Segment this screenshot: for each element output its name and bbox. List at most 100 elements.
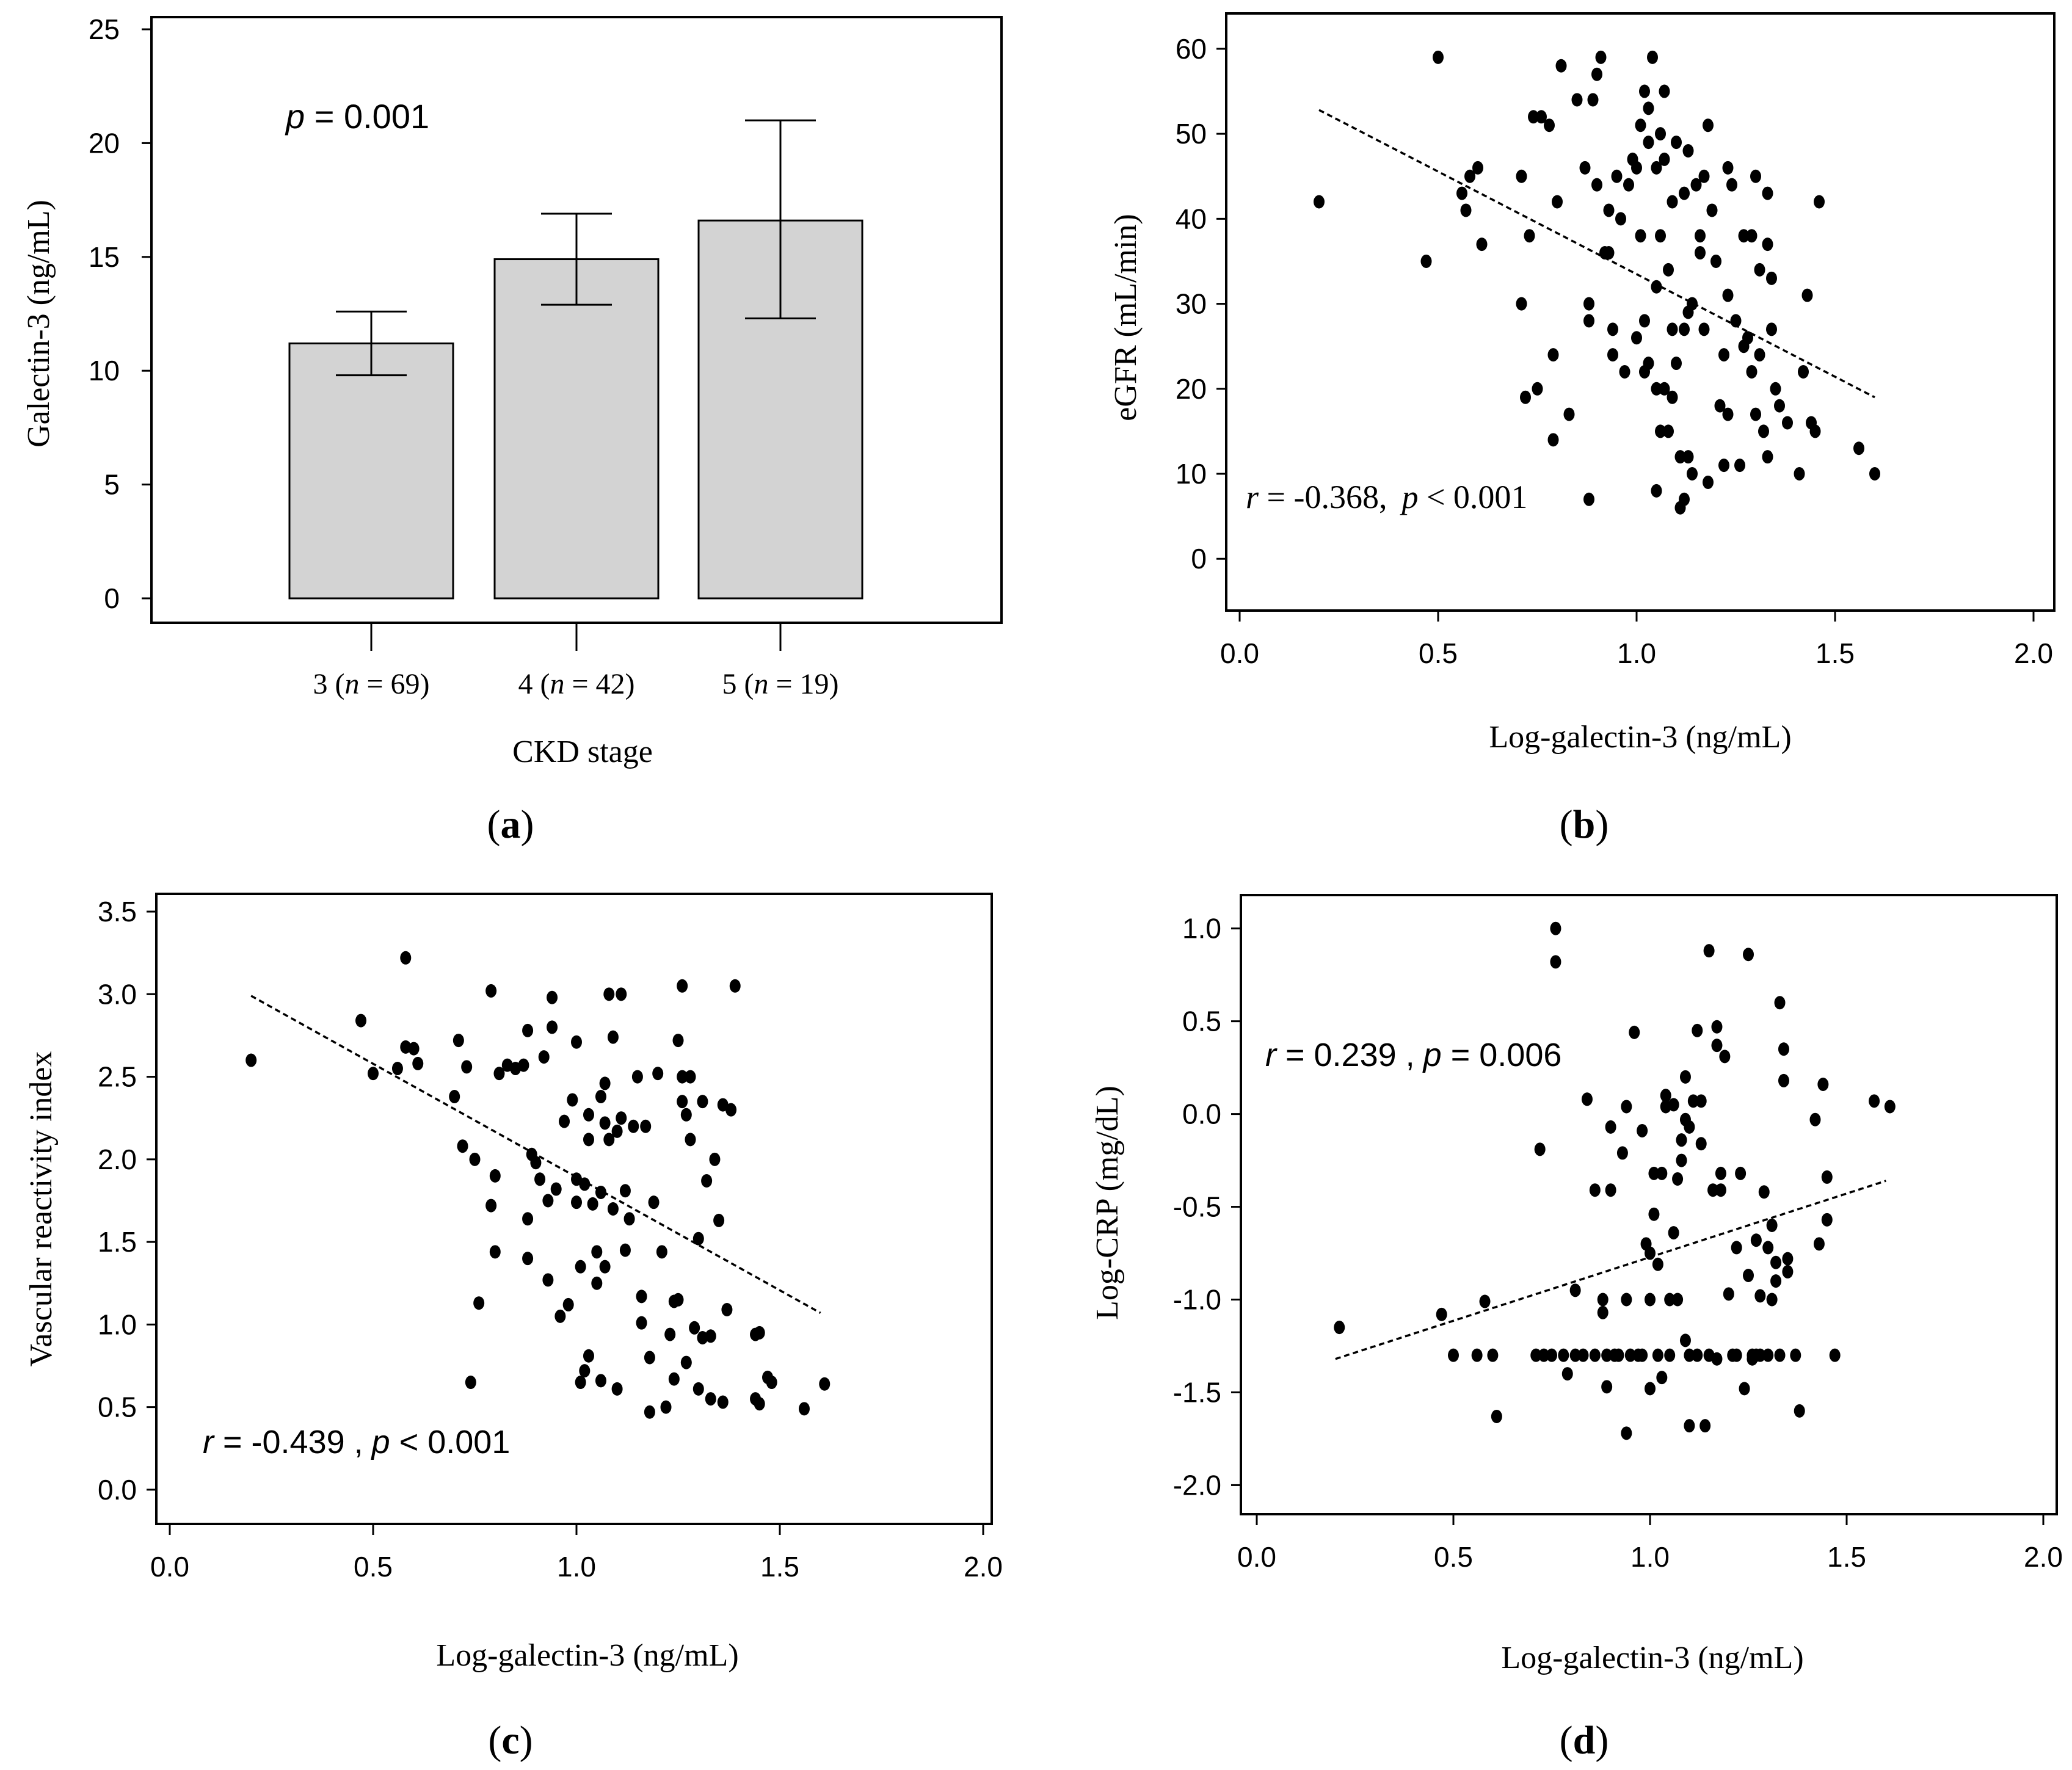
y-tick-label-a: 0 — [104, 582, 120, 614]
y-tick-label: -0.5 — [1173, 1191, 1221, 1223]
data-point — [1651, 382, 1662, 396]
p-value-annotation-a: p = 0.001 — [285, 97, 429, 136]
x-tick-label: 0.5 — [1434, 1541, 1473, 1573]
data-point — [1719, 1050, 1731, 1064]
x-tick-label: 1.5 — [1816, 637, 1855, 669]
data-point — [721, 1303, 733, 1317]
data-point — [1762, 450, 1773, 464]
bar-stage-3 — [288, 342, 454, 600]
data-point — [644, 1351, 655, 1365]
data-point — [1643, 101, 1654, 115]
data-point — [567, 1093, 578, 1107]
data-point — [1679, 322, 1690, 336]
y-tick-label: 3.5 — [98, 896, 137, 927]
x-tick-label: 1.5 — [1827, 1541, 1866, 1573]
data-point — [1605, 1120, 1616, 1134]
data-point — [1655, 229, 1666, 243]
data-point — [1672, 1172, 1684, 1186]
data-point — [583, 1349, 594, 1363]
data-point — [1547, 433, 1559, 447]
data-point — [717, 1098, 729, 1112]
data-point — [1684, 1348, 1695, 1362]
y-tick-label: 0.5 — [1182, 1006, 1221, 1037]
data-point — [1558, 1348, 1569, 1362]
data-point — [1778, 1073, 1789, 1087]
data-point — [1595, 50, 1607, 64]
data-point — [1742, 331, 1753, 345]
data-point — [1621, 1100, 1632, 1114]
data-point — [1798, 365, 1809, 379]
data-point — [1645, 1293, 1656, 1307]
data-point — [1723, 1287, 1734, 1301]
data-point — [595, 1090, 606, 1104]
data-point — [672, 1293, 684, 1307]
data-point — [1711, 1020, 1723, 1034]
data-point — [1643, 136, 1654, 150]
data-point — [616, 1111, 627, 1125]
data-point — [1597, 1305, 1609, 1319]
data-point — [717, 1395, 729, 1409]
data-point — [489, 1245, 501, 1259]
y-tick-label: -1.0 — [1173, 1284, 1221, 1316]
y-axis-label-a: Galectin-3 (ng/mL) — [21, 200, 56, 448]
y-tick-label: 1.0 — [1182, 913, 1221, 945]
data-point — [1687, 1094, 1699, 1108]
data-point — [457, 1139, 468, 1153]
data-point — [587, 1197, 598, 1211]
data-point — [1682, 450, 1694, 464]
data-point — [640, 1119, 652, 1133]
data-point — [1516, 297, 1527, 311]
data-point — [1583, 297, 1594, 311]
data-point — [619, 1184, 631, 1198]
data-point — [680, 1355, 692, 1369]
data-point — [559, 1114, 570, 1128]
y-tick-label: 2.0 — [98, 1144, 137, 1175]
data-point — [692, 1231, 704, 1246]
plot-frame-d — [1240, 894, 2058, 1515]
data-point — [1591, 178, 1602, 192]
y-tick-label: 1.0 — [98, 1308, 137, 1340]
data-point — [1613, 1348, 1624, 1362]
data-point — [1663, 424, 1674, 438]
data-point — [677, 1070, 688, 1084]
data-point — [1809, 424, 1821, 438]
data-point — [1579, 161, 1591, 175]
r-p-annotation-c: r = -0.439 ,p < 0.001 — [203, 1424, 510, 1460]
data-point — [1766, 271, 1777, 285]
data-point — [1637, 1123, 1648, 1137]
data-point — [473, 1296, 485, 1310]
data-point — [1778, 1042, 1789, 1056]
y-tick-label-a: 15 — [89, 241, 120, 273]
data-point — [631, 1070, 643, 1084]
data-point — [754, 1397, 765, 1411]
data-point — [1561, 1367, 1573, 1381]
data-point — [583, 1133, 594, 1147]
data-point — [571, 1172, 582, 1186]
data-point — [1770, 1274, 1782, 1288]
data-point — [672, 1034, 684, 1048]
data-point — [664, 1327, 676, 1341]
data-point — [677, 979, 688, 993]
x-tick-label: 0.5 — [1419, 637, 1458, 669]
data-point — [701, 1174, 713, 1188]
data-point — [1690, 178, 1702, 192]
data-point — [1722, 161, 1734, 175]
x-tick-label: 2.0 — [2014, 637, 2053, 669]
data-point — [1667, 195, 1678, 209]
data-point — [1616, 1146, 1628, 1160]
data-point — [1750, 1233, 1762, 1247]
data-point — [611, 1124, 623, 1138]
data-point — [685, 1133, 696, 1147]
data-point — [599, 1076, 611, 1090]
data-point — [1766, 1293, 1778, 1307]
data-point — [1651, 161, 1662, 175]
x-axis-a: 3 (n = 69) 4 (n = 42) 5 (n = 19) — [313, 623, 839, 700]
y-tick-label: 0 — [1191, 543, 1207, 575]
data-point — [1569, 1283, 1581, 1297]
data-point — [1739, 1382, 1750, 1396]
data-point — [530, 1156, 542, 1170]
r-p-annotation-d: r = 0.239 ,p = 0.006 — [1265, 1037, 1561, 1073]
data-point — [1651, 280, 1662, 294]
data-point — [1774, 1348, 1786, 1362]
data-point — [571, 1195, 582, 1210]
